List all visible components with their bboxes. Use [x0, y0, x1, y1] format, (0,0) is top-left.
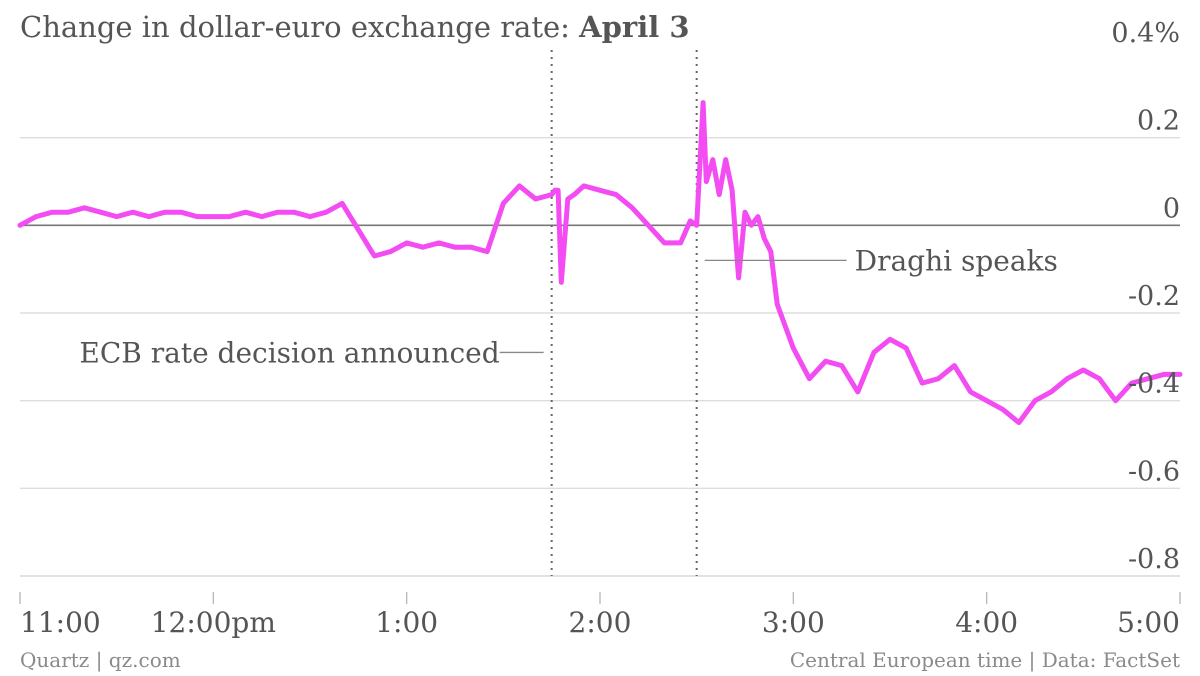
x-tick-label: 5:00 — [1117, 606, 1180, 639]
chart-title-prefix: Change in dollar-euro exchange rate: — [20, 10, 580, 44]
x-tick-label: 11:00 — [20, 606, 101, 639]
x-tick-label: 1:00 — [375, 606, 438, 639]
exchange-rate-series-line — [17, 100, 1183, 426]
y-tick-label: -0.6 — [1128, 456, 1180, 487]
y-axis-ticks: 0.4% 0.2 0 -0.2 -0.4 -0.6 -0.8 — [1111, 18, 1180, 575]
x-tick-label: 12:00pm — [151, 606, 276, 639]
y-tick-label: 0.4% — [1111, 18, 1180, 49]
chart-title-date: April 3 — [579, 10, 690, 44]
x-tick-label: 4:00 — [955, 606, 1018, 639]
series-layer — [17, 100, 1183, 426]
x-tick-label: 2:00 — [569, 606, 632, 639]
source-note: Central European time | Data: FactSet — [789, 648, 1180, 672]
source-credit: Quartz | qz.com — [20, 648, 181, 672]
annotation-label: ECB rate decision announced — [79, 336, 499, 369]
y-tick-label: -0.4 — [1128, 369, 1180, 400]
y-tick-label: 0.2 — [1137, 106, 1180, 137]
y-tick-label: -0.2 — [1128, 281, 1180, 312]
chart-title: Change in dollar-euro exchange rate: Apr… — [20, 10, 690, 44]
x-tick-label: 3:00 — [762, 606, 825, 639]
annotation-layer: ECB rate decision announced Draghi speaks — [79, 244, 1057, 369]
annotation-label: Draghi speaks — [855, 244, 1058, 277]
y-tick-label: -0.8 — [1128, 544, 1180, 575]
x-axis-ticks: 11:00 12:00pm 1:00 2:00 3:00 4:00 5:00 — [19, 592, 1181, 639]
y-tick-label: 0 — [1163, 193, 1180, 224]
